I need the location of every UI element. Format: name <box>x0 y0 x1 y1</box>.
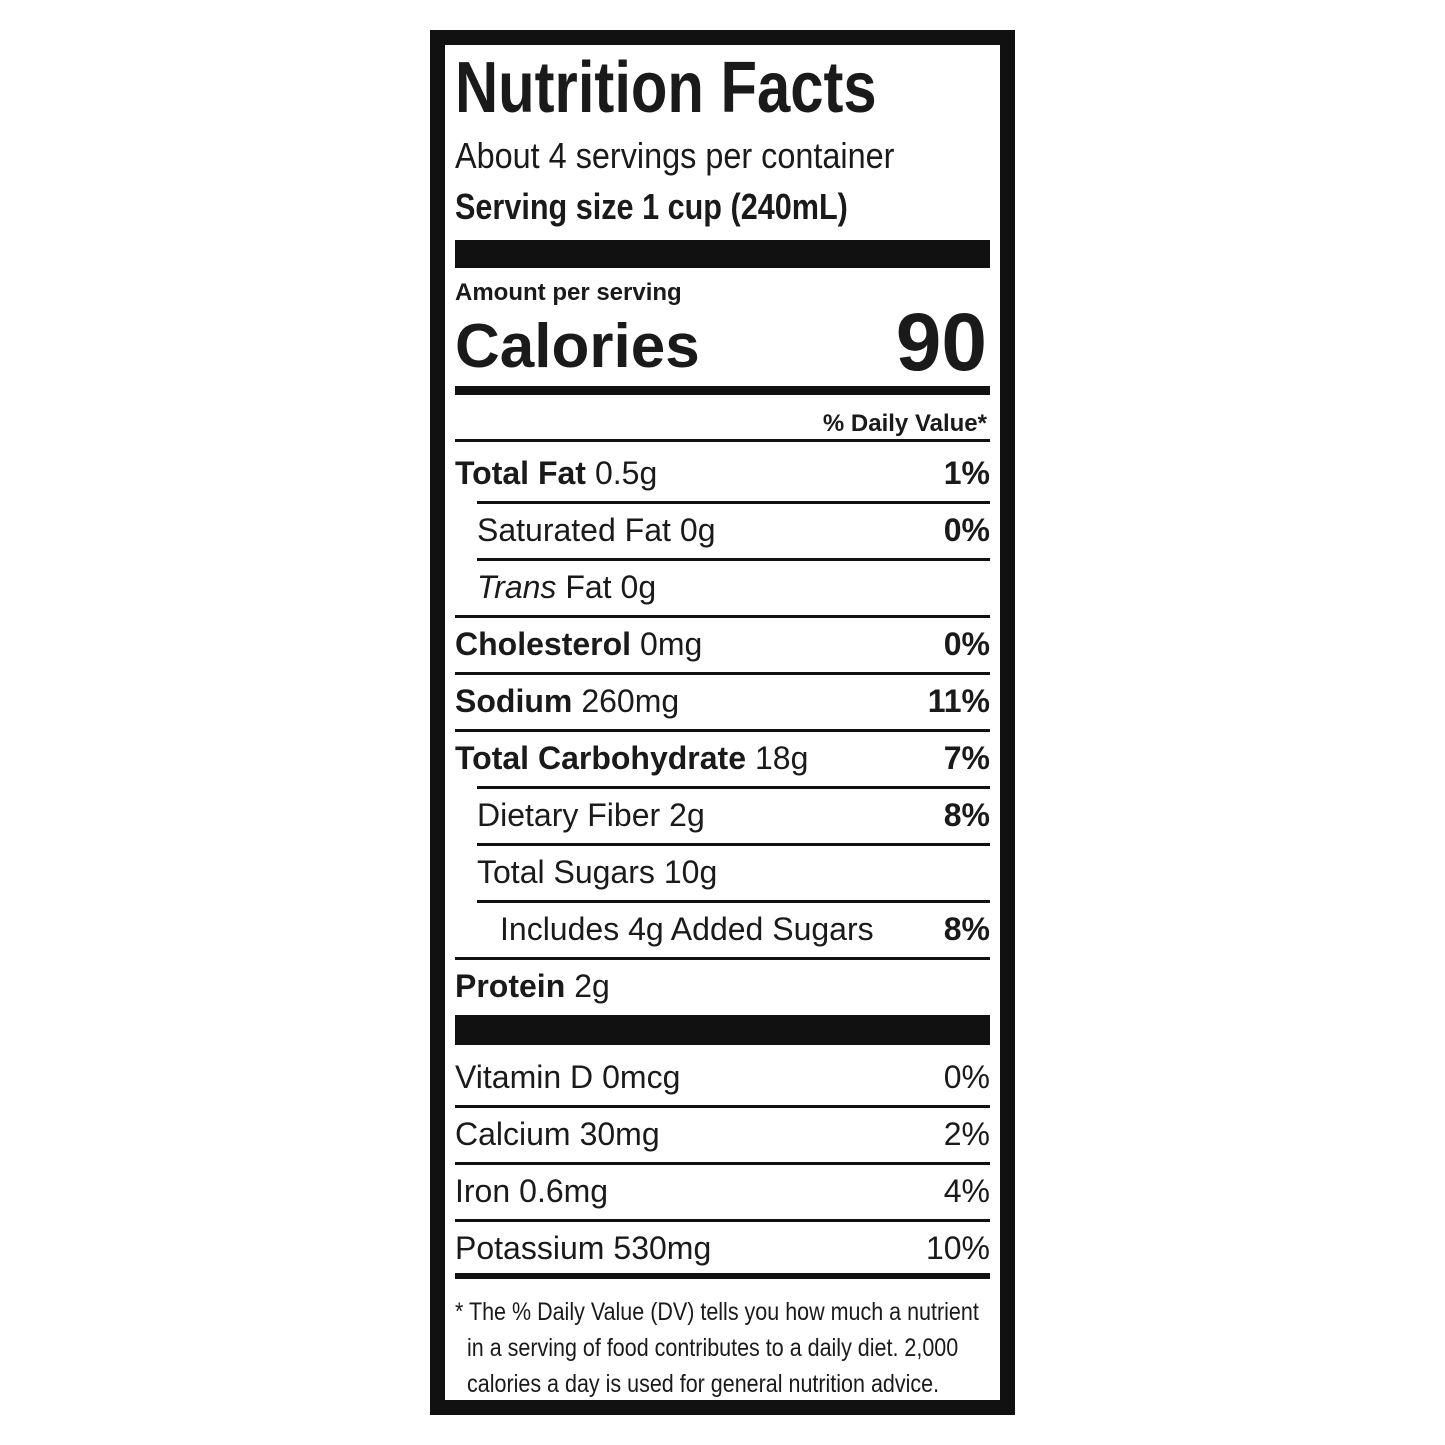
nutrient-label: Total Carbohydrate <box>455 739 746 776</box>
nutrient-amount: 0g <box>620 568 657 605</box>
daily-value: 8% <box>943 910 990 947</box>
nutrient-row: Total Sugars 10g <box>455 852 990 892</box>
nutrient-row: Includes 4g Added Sugars 8% <box>455 909 990 949</box>
vitamin-row: Iron 0.6mg 4% <box>455 1171 990 1211</box>
nutrient-amount: 18g <box>755 739 809 776</box>
nutrient-row: Protein 2g <box>455 966 990 1006</box>
medium-bar <box>455 386 990 395</box>
nutrient-name: Cholesterol 0mg <box>455 626 702 663</box>
medium-bar <box>455 1273 990 1279</box>
nutrient-name: Total Carbohydrate 18g <box>455 740 808 777</box>
daily-value: 0% <box>943 625 990 662</box>
separator <box>477 786 990 789</box>
vitamin-name: Potassium 530mg <box>455 1230 711 1267</box>
vitamin-amount: 530mg <box>613 1229 712 1266</box>
separator <box>455 1162 990 1165</box>
separator <box>455 1219 990 1222</box>
vitamin-label: Vitamin D <box>455 1058 594 1095</box>
vitamin-label: Iron <box>455 1172 511 1209</box>
separator <box>477 843 990 846</box>
nutrient-name: Includes 4g Added Sugars <box>500 911 874 948</box>
nutrient-row: Total Carbohydrate 18g 7% <box>455 738 990 778</box>
nutrient-name: Saturated Fat 0g <box>477 512 715 549</box>
nutrient-label: Fat <box>565 568 612 605</box>
vitamin-name: Iron 0.6mg <box>455 1173 608 1210</box>
separator <box>455 957 990 960</box>
daily-value: 4% <box>943 1172 990 1209</box>
thick-bar <box>455 1015 990 1045</box>
servings: About 4 servings per container <box>455 135 895 176</box>
vitamin-row: Vitamin D 0mcg 0% <box>455 1057 990 1097</box>
nutrient-name: Trans Fat 0g <box>477 569 656 606</box>
nutrient-row: Saturated Fat 0g 0% <box>455 510 990 550</box>
nutrient-row: Trans Fat 0g <box>455 567 990 607</box>
label-panel <box>445 45 1000 1400</box>
nutrient-row: Sodium 260mg 11% <box>455 681 990 721</box>
nutrient-amount: 2g <box>574 967 610 1004</box>
nutrient-name: Protein 2g <box>455 968 610 1005</box>
nutrient-label: Protein <box>455 967 566 1004</box>
dv-header: % Daily Value* <box>822 410 987 437</box>
separator <box>477 900 990 903</box>
separator <box>455 1105 990 1108</box>
nutrient-name: Total Sugars 10g <box>477 854 717 891</box>
vitamin-amount: 0mcg <box>602 1058 681 1095</box>
nutrient-amount: 10g <box>663 853 718 890</box>
footnote-line: * The % Daily Value (DV) tells you how m… <box>455 1298 979 1326</box>
calories-label: Calories <box>455 312 700 381</box>
nutrient-label: Total Sugars <box>477 853 655 890</box>
separator <box>455 439 990 442</box>
daily-value: 0% <box>943 511 990 548</box>
vitamin-amount: 30mg <box>579 1115 660 1152</box>
title: Nutrition Facts <box>455 48 877 128</box>
nutrient-name-italic: Trans <box>477 568 557 605</box>
vitamin-row: Potassium 530mg 10% <box>455 1228 990 1268</box>
daily-value: 11% <box>927 682 990 719</box>
thick-bar <box>455 240 990 268</box>
serving-size: Serving size 1 cup (240mL) <box>455 186 848 227</box>
vitamin-row: Calcium 30mg 2% <box>455 1114 990 1154</box>
nutrient-amount: 0.5g <box>594 454 658 491</box>
nutrient-name: Sodium 260mg <box>455 683 679 720</box>
separator <box>455 615 990 618</box>
nutrient-label: Sodium <box>455 682 573 719</box>
amount-caption: Amount per serving <box>455 279 682 306</box>
vitamin-name: Calcium 30mg <box>455 1116 660 1153</box>
separator <box>477 501 990 504</box>
vitamin-label: Potassium <box>455 1229 605 1266</box>
separator <box>477 558 990 561</box>
nutrient-label: Saturated Fat <box>477 511 671 548</box>
daily-value: 1% <box>943 454 990 491</box>
vitamin-label: Calcium <box>455 1115 571 1152</box>
nutrient-amount: 260mg <box>581 682 680 719</box>
daily-value: 7% <box>943 739 990 776</box>
nutrient-row: Cholesterol 0mg 0% <box>455 624 990 664</box>
footnote-line: calories a day is used for general nutri… <box>467 1370 940 1398</box>
nutrient-amount: 0mg <box>640 625 703 662</box>
nutrient-name: Total Fat 0.5g <box>455 455 657 492</box>
nutrient-name: Dietary Fiber 2g <box>477 797 705 834</box>
daily-value: 10% <box>925 1229 990 1266</box>
nutrient-row: Total Fat 0.5g 1% <box>455 453 990 493</box>
nutrient-label: Dietary Fiber <box>477 796 661 833</box>
nutrient-label: Cholesterol <box>455 625 632 662</box>
daily-value: 0% <box>943 1058 990 1095</box>
calories-value: 90 <box>895 297 987 388</box>
nutrient-amount: 2g <box>669 796 705 833</box>
vitamin-name: Vitamin D 0mcg <box>455 1059 680 1096</box>
nutrient-amount: 0g <box>679 511 716 548</box>
daily-value: 2% <box>943 1115 990 1152</box>
vitamin-amount: 0.6mg <box>519 1172 609 1209</box>
daily-value: 8% <box>943 796 990 833</box>
nutrient-label: Includes 4g Added Sugars <box>500 910 874 947</box>
separator <box>455 729 990 732</box>
nutrient-row: Dietary Fiber 2g 8% <box>455 795 990 835</box>
separator <box>455 672 990 675</box>
footnote-line: in a serving of food contributes to a da… <box>467 1334 959 1362</box>
nutrient-label: Total Fat <box>455 454 586 491</box>
